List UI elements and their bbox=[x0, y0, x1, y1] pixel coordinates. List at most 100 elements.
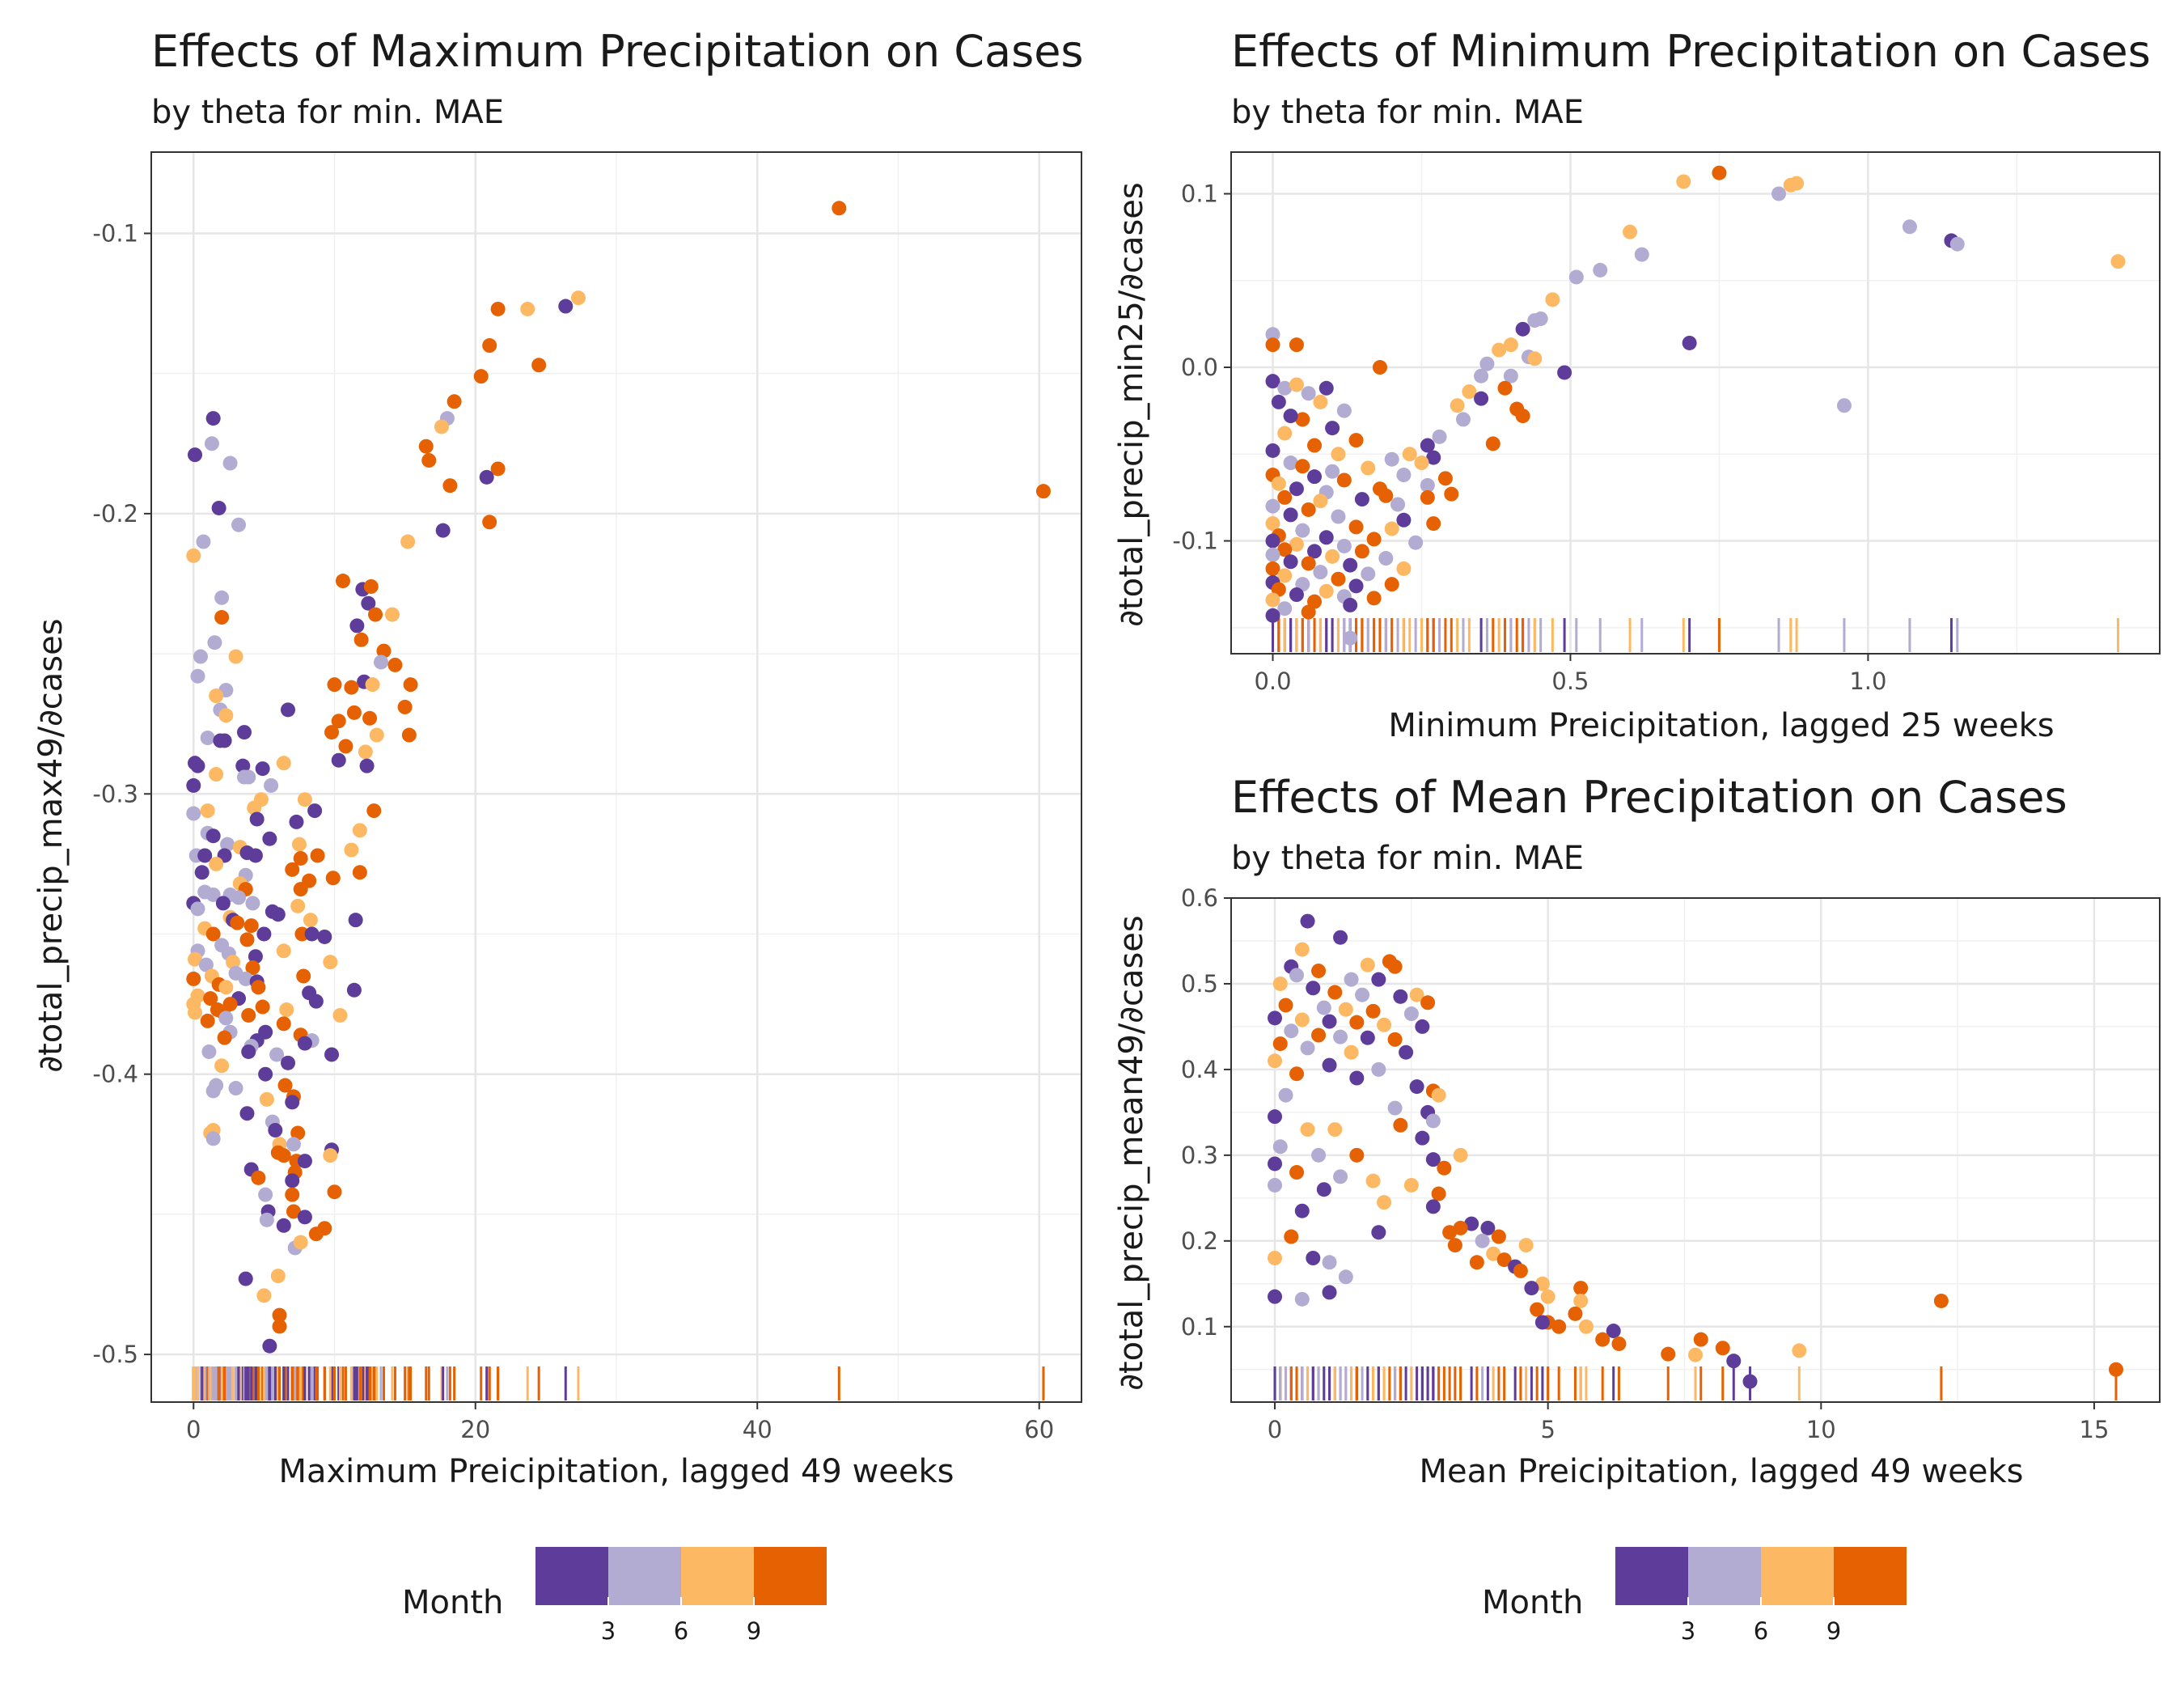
max-point bbox=[482, 515, 497, 530]
mean-point bbox=[1447, 1238, 1462, 1253]
max-point bbox=[291, 837, 307, 852]
mean-point bbox=[1272, 1139, 1288, 1155]
min-point bbox=[1277, 568, 1293, 583]
mean-point bbox=[1464, 1216, 1479, 1231]
max-point bbox=[259, 1212, 274, 1227]
max-point bbox=[268, 1122, 283, 1138]
mean-point bbox=[1661, 1346, 1676, 1362]
max-point bbox=[200, 803, 215, 819]
mean-point bbox=[1534, 1315, 1550, 1330]
mean-point bbox=[1338, 1269, 1353, 1285]
min-point bbox=[1313, 494, 1328, 509]
max-point bbox=[272, 1307, 287, 1323]
min-panel-border bbox=[1230, 151, 2161, 655]
min-point bbox=[1277, 489, 1293, 505]
panel-min-subtitle: by theta for min. MAE bbox=[1231, 94, 1584, 131]
max-point bbox=[239, 845, 255, 861]
max-point bbox=[196, 534, 211, 549]
mean-point bbox=[1289, 1165, 1305, 1180]
max-point bbox=[290, 898, 306, 913]
panel-mean-plot: 0 5 10 15 0.1 0.2 0.3 0.4 0.5 0.6 bbox=[1181, 884, 2161, 1443]
panel-min-title: Effects of Minimum Precipitation on Case… bbox=[1231, 26, 2151, 77]
min-point bbox=[1265, 327, 1280, 342]
min-point bbox=[1283, 554, 1298, 570]
mean-point bbox=[1311, 1147, 1327, 1163]
min-point bbox=[1497, 380, 1513, 396]
panel-min-xlabel: Minimum Preicipitation, lagged 25 weeks bbox=[1388, 707, 2054, 744]
mean-point bbox=[1268, 1109, 1283, 1125]
legend-color-swatch bbox=[681, 1547, 754, 1605]
max-point bbox=[251, 980, 266, 995]
min-point bbox=[1402, 447, 1417, 462]
max-point bbox=[217, 1030, 232, 1045]
mean-plot-background bbox=[1231, 898, 2160, 1402]
mean-point bbox=[1792, 1343, 1807, 1358]
max-point bbox=[297, 1036, 312, 1051]
min-point bbox=[1420, 438, 1435, 453]
mean-point bbox=[1306, 981, 1321, 996]
max-point bbox=[245, 960, 260, 976]
panel-mean-ylabel: ∂total_precip_mean49/∂cases bbox=[1113, 915, 1150, 1391]
max-point bbox=[255, 999, 270, 1015]
max-point bbox=[349, 618, 365, 633]
mean-point bbox=[1524, 1281, 1539, 1296]
mean-point bbox=[1611, 1336, 1627, 1351]
panel-max-title: Effects of Maximum Precipitation on Case… bbox=[151, 26, 1084, 77]
min-point bbox=[1301, 604, 1316, 620]
mean-point bbox=[1294, 1291, 1310, 1307]
max-point bbox=[293, 882, 308, 897]
min-point bbox=[1426, 450, 1441, 465]
min-point bbox=[1336, 538, 1352, 553]
mean-point bbox=[1365, 1003, 1381, 1019]
min-point bbox=[1485, 436, 1500, 451]
max-point bbox=[308, 1227, 324, 1242]
max-point bbox=[365, 677, 380, 693]
max-point bbox=[186, 548, 201, 563]
max-point bbox=[190, 758, 205, 773]
max-point bbox=[243, 918, 259, 934]
max-point bbox=[344, 680, 359, 695]
min-point bbox=[1384, 521, 1399, 536]
min-point bbox=[1336, 472, 1352, 488]
max-point bbox=[205, 411, 221, 426]
max-point bbox=[220, 837, 235, 852]
min-point bbox=[1682, 335, 1697, 350]
mean-point bbox=[1344, 972, 1359, 987]
min-x-tick-label: 0.0 bbox=[1254, 667, 1291, 695]
mean-point bbox=[1268, 1251, 1283, 1265]
min-point bbox=[1474, 368, 1489, 383]
min-point bbox=[1265, 547, 1280, 562]
max-point bbox=[570, 290, 586, 306]
min-point bbox=[1277, 601, 1293, 616]
mean-point bbox=[1496, 1252, 1512, 1268]
min-point bbox=[1420, 489, 1435, 505]
max-point bbox=[290, 1125, 306, 1141]
min-point bbox=[1503, 368, 1518, 383]
mean-point bbox=[1333, 930, 1348, 945]
min-point bbox=[1283, 455, 1298, 471]
min-point bbox=[1301, 386, 1316, 401]
max-point bbox=[285, 1173, 300, 1188]
min-y-tick-label: -0.1 bbox=[1172, 527, 1218, 555]
min-point bbox=[1289, 481, 1304, 497]
mean-point bbox=[1393, 1117, 1408, 1133]
mean-point bbox=[1316, 1182, 1331, 1197]
min-point bbox=[1325, 421, 1340, 436]
legend-left: Month 3 6 9 bbox=[402, 1547, 827, 1645]
legend-right-title: Month bbox=[1482, 1584, 1583, 1621]
max-x-tick-label: 40 bbox=[743, 1416, 772, 1443]
panel-mean-precip: Effects of Mean Precipitation on Cases b… bbox=[1113, 772, 2161, 1490]
max-point bbox=[289, 814, 304, 829]
max-point bbox=[358, 744, 373, 760]
max-point bbox=[1035, 484, 1051, 499]
max-point bbox=[214, 610, 230, 625]
mean-point bbox=[1437, 1160, 1452, 1176]
max-point bbox=[214, 590, 230, 605]
min-point bbox=[1265, 374, 1280, 389]
max-point bbox=[207, 635, 222, 650]
max-point bbox=[258, 1187, 273, 1202]
min-x-tick-label: 1.0 bbox=[1849, 667, 1886, 695]
max-point bbox=[214, 1058, 230, 1074]
mean-point bbox=[1578, 1319, 1594, 1334]
min-point bbox=[1474, 391, 1489, 406]
